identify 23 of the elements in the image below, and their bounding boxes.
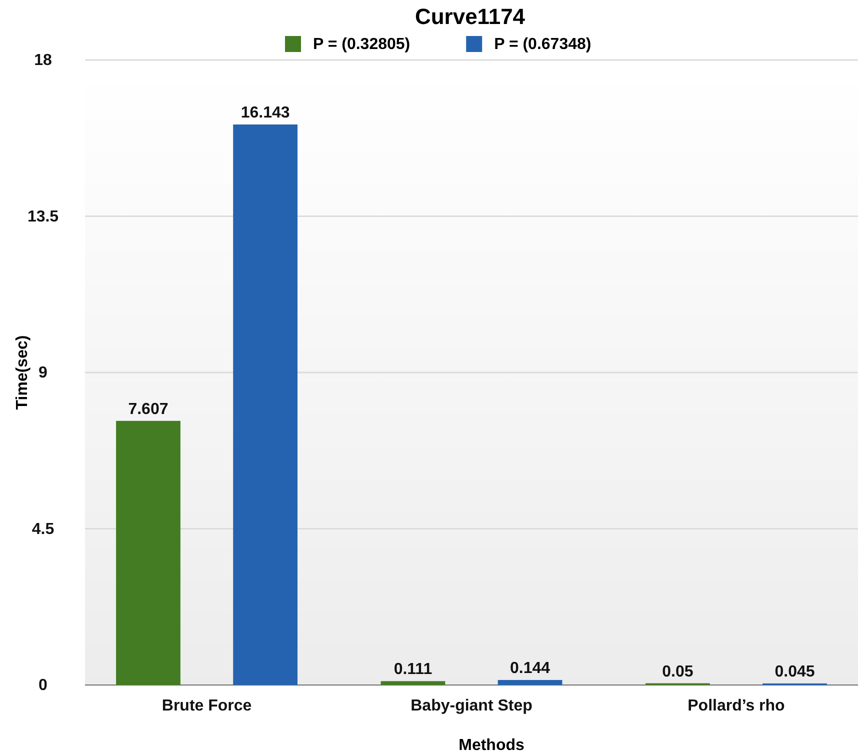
bar: [233, 124, 298, 685]
y-tick-label: 13.5: [27, 208, 59, 226]
bar: [380, 681, 446, 685]
y-tick-label: 4.5: [32, 520, 54, 538]
data-label: 16.143: [240, 104, 290, 122]
x-tick-label: Baby-giant Step: [410, 697, 533, 714]
data-label: 0.111: [394, 661, 432, 678]
data-label: 0.05: [662, 663, 694, 680]
y-tick-label: 9: [38, 364, 48, 382]
bar: [116, 420, 180, 685]
y-axis-title: Time(sec): [14, 335, 31, 410]
data-label: 7.607: [128, 400, 168, 418]
data-label: 0.045: [774, 663, 815, 680]
y-tick-label: 0: [38, 677, 48, 694]
data-label: 0.144: [510, 660, 550, 677]
bar: [498, 680, 562, 685]
x-tick-label: Brute Force: [162, 697, 252, 714]
chart-title: Curve1174: [414, 4, 526, 29]
x-axis-title: Methods: [458, 737, 524, 754]
legend-label: P = (0.67348): [494, 36, 592, 53]
x-tick-label: Pollard’s rho: [688, 697, 786, 714]
legend-label: P = (0.32805): [313, 36, 410, 53]
y-tick-label: 18: [34, 52, 52, 70]
